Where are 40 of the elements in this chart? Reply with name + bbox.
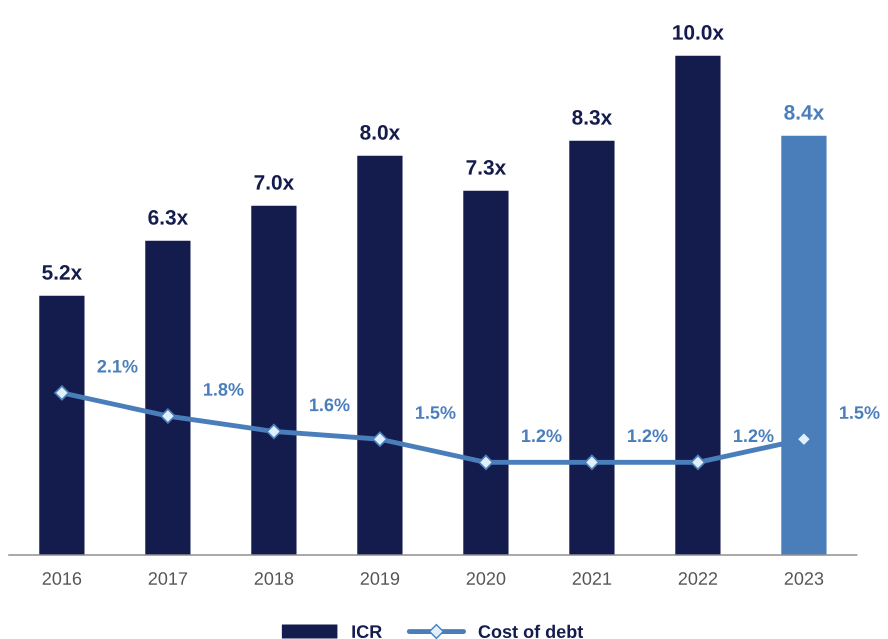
- bar: [250, 204, 298, 555]
- x-tick-label: 2018: [254, 572, 294, 585]
- data-label: 7.0x: [254, 175, 294, 190]
- legend-label: ICR: [352, 625, 382, 638]
- x-tick-label: 2017: [148, 572, 188, 585]
- x-tick-label: 2022: [678, 572, 718, 585]
- data-label: 1.8%: [204, 383, 244, 396]
- data-label: 8.0x: [360, 125, 400, 140]
- data-label: 8.4x: [784, 105, 824, 120]
- data-label: 1.2%: [522, 429, 562, 442]
- point: [584, 454, 600, 470]
- x-tick-label: 2021: [572, 572, 612, 585]
- data-label: 1.2%: [734, 429, 774, 442]
- point: [160, 408, 176, 424]
- point: [54, 385, 70, 401]
- data-label: 1.5%: [840, 406, 880, 419]
- x-tick-label: 2023: [784, 572, 824, 585]
- bar: [568, 139, 616, 555]
- data-label: 1.2%: [628, 429, 668, 442]
- bar: [38, 294, 86, 555]
- data-label: 10.0x: [673, 25, 724, 40]
- x-tick-label: 2016: [42, 572, 82, 585]
- point: [266, 424, 282, 440]
- data-label: 1.5%: [416, 406, 456, 419]
- x-tick-label: 2019: [360, 572, 400, 585]
- bar: [462, 189, 510, 555]
- x-tick-label: 2020: [466, 572, 506, 585]
- point: [478, 454, 494, 470]
- data-label: 8.3x: [572, 110, 612, 125]
- data-label: 5.2x: [42, 265, 82, 280]
- point: [372, 431, 388, 447]
- point: [690, 454, 706, 470]
- bar: [356, 154, 404, 555]
- data-label: 6.3x: [148, 210, 188, 225]
- bar: [144, 239, 192, 555]
- bar: [674, 54, 722, 555]
- data-label: 7.3x: [466, 160, 506, 175]
- legend-label: Cost of debt: [478, 624, 584, 638]
- data-label: 1.6%: [310, 398, 350, 412]
- data-label: 2.1%: [97, 360, 138, 373]
